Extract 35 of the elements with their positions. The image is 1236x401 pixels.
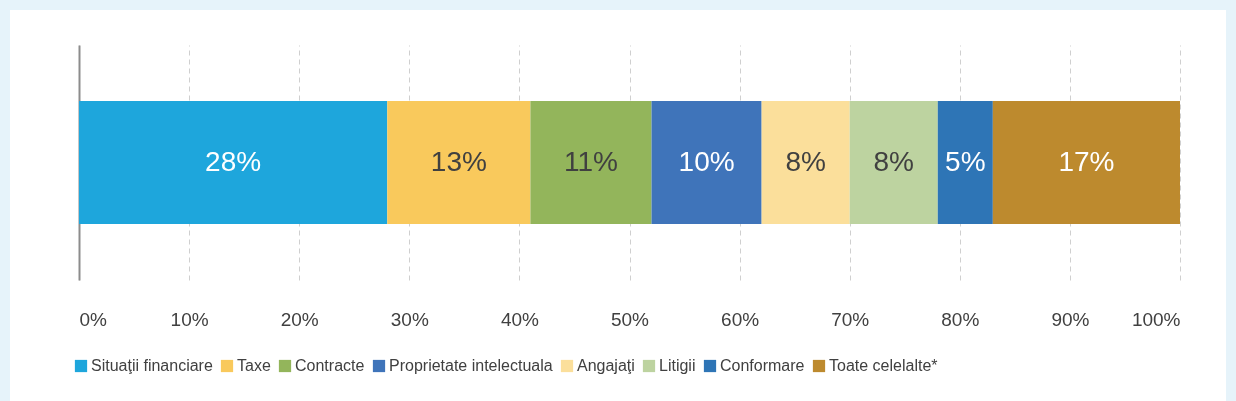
data-label: 13%: [430, 145, 487, 177]
bar: [79, 100, 388, 225]
bar: [937, 100, 993, 225]
x-tick-label: 40%: [500, 308, 540, 330]
bar: [651, 100, 762, 225]
legend-label: Situaţii financiare: [91, 357, 213, 374]
legend-label: Taxe: [237, 357, 271, 374]
data-label: 5%: [945, 145, 986, 177]
x-tick-label: 60%: [721, 308, 760, 330]
x-tick-label: 70%: [831, 308, 870, 330]
data-label: 11%: [563, 145, 618, 177]
legend-label: Toate celelalte*: [829, 357, 938, 374]
bar: [992, 100, 1180, 225]
legend-label: Proprietate intelectuala: [389, 357, 553, 374]
x-tick-label: 10%: [170, 308, 209, 330]
data-label: 10%: [678, 145, 735, 177]
x-tick-label: 100%: [1131, 308, 1181, 330]
data-label: 8%: [873, 145, 914, 177]
bar: [849, 100, 938, 225]
legend-label: Angajaţi: [577, 357, 635, 374]
legend-label: Litigii: [659, 357, 696, 374]
bar: [530, 100, 652, 225]
legend-label: Conformare: [720, 357, 805, 374]
legend-label: Contracte: [295, 357, 365, 374]
data-label: 17%: [1058, 145, 1115, 177]
x-tick-label: 80%: [941, 308, 980, 330]
x-tick-label: 0%: [79, 308, 108, 330]
x-tick-label: 90%: [1051, 308, 1090, 330]
bar: [387, 100, 531, 225]
x-tick-label: 20%: [280, 308, 319, 330]
x-tick-label: 30%: [390, 308, 429, 330]
bar: [761, 100, 850, 225]
data-label: 28%: [205, 145, 262, 177]
data-label: 8%: [785, 145, 826, 177]
x-tick-label: 50%: [610, 308, 650, 330]
